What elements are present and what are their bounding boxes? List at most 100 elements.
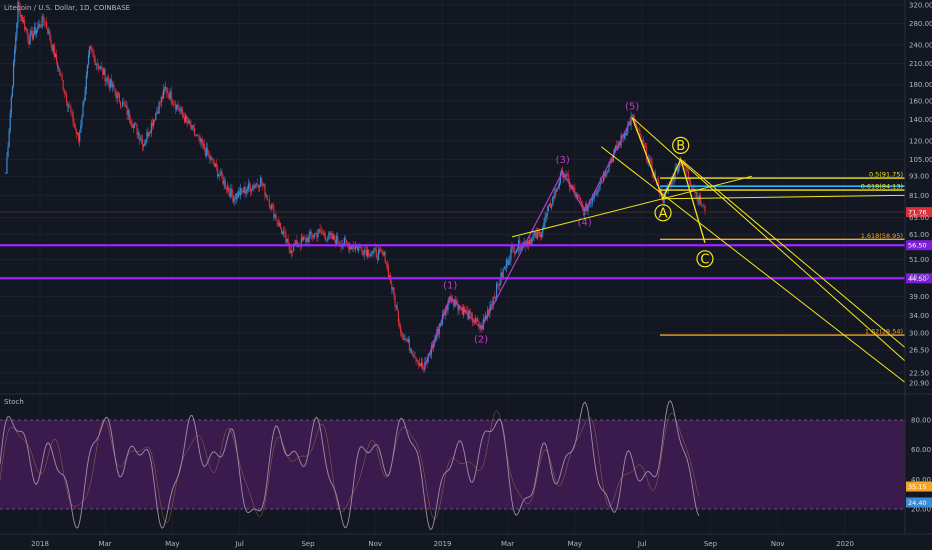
price-tick-label: 240.00 [909,41,932,49]
candle-body [429,354,431,355]
candle-body [178,108,180,111]
candle-body [190,124,192,130]
candle-body [258,186,261,188]
candle-body [197,135,199,136]
candle-body [495,283,498,298]
candle-body [487,309,489,316]
candle-body [202,144,204,145]
candle-body [173,104,176,105]
candle-body [290,250,293,253]
candle-body [622,136,624,138]
candle-body [637,128,639,130]
candle-body [115,92,117,99]
candle-body [154,119,156,121]
candle-body [97,64,100,69]
price-tick-label: 51.00 [909,256,929,264]
candle-body [578,196,580,199]
candle-body [255,183,257,186]
candle-body [387,265,390,277]
candle-body [597,189,599,192]
candle-body [576,194,578,198]
candle-body [566,174,568,175]
candle-body [552,196,554,206]
candle-body [499,283,501,286]
time-axis[interactable]: 2018 Mar May Jul Sep Nov 2019 Mar May Jul Sep Nov 20… [0,533,932,548]
candle-body [52,45,54,51]
candle-body [47,28,49,35]
candle-body [692,187,694,190]
candle-body [233,197,235,203]
candle-body [111,79,113,88]
candle-body [23,20,26,30]
candle-body [632,115,634,117]
candle-body [607,170,609,172]
time-tick-label: Jul [234,540,244,548]
candle-body [555,189,557,192]
candle-body [533,235,535,236]
candle-body [108,81,111,88]
candle-body [180,108,182,111]
candle-body [515,250,517,253]
candle-body [59,68,61,75]
price-tick-label: 20.90 [909,380,929,388]
time-tick-label: 2020 [836,540,854,548]
trendline-falling-2 [680,158,906,348]
price-tick-label: 280.00 [909,20,932,28]
candle-body [343,237,345,245]
candle-body [101,66,103,68]
candle-body [402,334,404,340]
candle-body [49,31,51,41]
candle-body [204,150,207,156]
time-tick-label: May [568,540,582,548]
candle-body [182,114,184,118]
candle-body [640,135,642,142]
price-axis[interactable]: 320.00 280.00 240.00 210.00 180.00 160.00 140.… [904,0,932,534]
candle-body [536,231,538,239]
candle-body [310,231,312,235]
candle-body [42,16,44,21]
candle-body [306,237,308,242]
candle-body [563,175,565,178]
candle-body [250,186,252,192]
candle-body [334,239,337,245]
candle-body [514,252,516,254]
candle-body [355,246,358,247]
candle-body [623,133,626,138]
candle-body [671,176,673,187]
candle-body [399,325,402,333]
price-tick-label: 81.00 [909,192,929,200]
candle-body [548,203,551,206]
candle-body [440,324,442,325]
candle-body [76,133,79,134]
candle-body [540,232,542,238]
candle-body [609,162,611,164]
candle-body [395,305,397,307]
candle-body [438,327,440,335]
candle-body [80,125,82,133]
candle-body [345,240,348,243]
candle-body [133,124,135,128]
candle-body [98,68,101,69]
candle-body [386,263,388,266]
candle-body [73,123,75,126]
candle-body [401,332,403,335]
candle-body [276,219,278,222]
candle-body [664,190,666,193]
candle-body [278,222,280,226]
candle-body [635,124,638,129]
candle-body [309,231,311,236]
support-lower-badge [906,273,932,284]
candle-body [580,200,583,204]
candle-body [84,89,86,100]
candle-body [172,103,175,105]
candle-body [175,104,177,110]
candle-body [633,116,635,125]
candle-body [639,130,641,136]
fib-label: 0.5(91.75) [869,171,903,179]
candle-body [629,122,631,126]
candle-body [601,180,603,182]
candle-body [641,139,643,142]
candle-body [419,363,422,367]
candle-body [91,48,93,52]
